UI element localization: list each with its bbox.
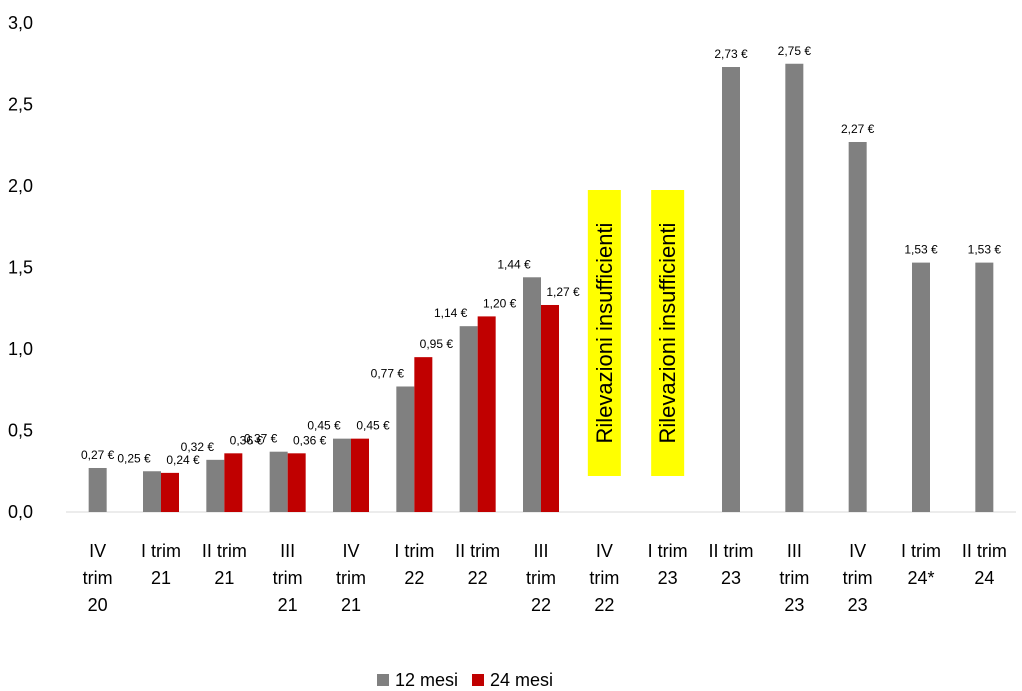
data-label-12-mesi: 2,75 €	[778, 44, 812, 58]
bar-24-mesi	[541, 304, 559, 512]
bar-12-mesi	[785, 63, 804, 512]
bar-12-mesi	[88, 467, 107, 512]
x-tick-label: III trim 22	[526, 541, 556, 615]
bar-12-mesi	[269, 451, 288, 512]
bar-12-mesi	[523, 277, 541, 512]
data-label-24-mesi: 1,20 €	[483, 296, 517, 310]
data-label-12-mesi: 1,14 €	[434, 306, 468, 320]
y-tick-label: 2,0	[8, 176, 33, 196]
x-tick-label: I trim 21	[141, 541, 181, 588]
x-tick-label: II trim 23	[709, 541, 754, 588]
bar-24-mesi	[351, 438, 369, 512]
bar-12-mesi	[333, 438, 351, 512]
legend: 12 mesi 24 mesi	[377, 670, 559, 690]
x-tick-label: I trim 23	[648, 541, 688, 588]
legend-swatch-12-mesi	[377, 674, 389, 686]
x-tick-label: IV trim 21	[336, 541, 366, 615]
bar-12-mesi	[206, 459, 225, 512]
bar-12-mesi	[396, 386, 415, 512]
data-label-12-mesi: 0,25 €	[117, 451, 151, 465]
x-tick-label: IV trim 23	[843, 541, 873, 615]
data-label-12-mesi: 2,73 €	[714, 47, 748, 61]
data-label-12-mesi: 0,32 €	[181, 440, 215, 454]
data-label-24-mesi: 0,36 €	[230, 433, 264, 447]
annotation-label: Rilevazioni insufficienti	[655, 223, 680, 444]
y-tick-label: 1,0	[8, 339, 33, 359]
x-tick-label: I trim 22	[394, 541, 434, 588]
x-tick-label: II trim 21	[202, 541, 247, 588]
data-label-12-mesi: 0,37 €	[244, 432, 278, 446]
y-tick-label: 2,5	[8, 95, 33, 115]
x-tick-label: III trim 23	[779, 541, 809, 615]
y-tick-label: 0,5	[8, 421, 33, 441]
annotations: Rilevazioni insufficienti Rilevazioni ins…	[587, 190, 685, 476]
data-label-12-mesi: 1,44 €	[497, 257, 531, 271]
data-label-24-mesi: 0,45 €	[356, 419, 390, 433]
legend-item-24-mesi: 24 mesi	[472, 670, 553, 691]
bar-12-mesi	[848, 141, 867, 513]
y-tick-label: 3,0	[8, 13, 33, 33]
legend-item-12-mesi: 12 mesi	[377, 670, 458, 691]
data-label-12-mesi: 1,53 €	[904, 243, 938, 257]
annotation-label: Rilevazioni insufficienti	[592, 223, 617, 444]
y-tick-label: 0,0	[8, 502, 33, 522]
x-tick-label: II trim 24	[962, 541, 1007, 588]
x-tick-label: I trim 24*	[901, 541, 941, 588]
annotation-box	[587, 190, 621, 476]
bar-12-mesi	[143, 471, 161, 512]
data-label-24-mesi: 0,36 €	[293, 433, 327, 447]
legend-swatch-24-mesi	[472, 674, 485, 686]
bar-24-mesi	[477, 316, 496, 512]
bar-12-mesi	[459, 326, 478, 512]
legend-label-12-mesi: 12 mesi	[395, 669, 459, 690]
bar-24-mesi	[224, 453, 243, 512]
y-tick-label: 1,5	[8, 258, 33, 278]
data-label-12-mesi: 0,45 €	[307, 419, 341, 433]
x-tick-label: III trim 21	[273, 541, 303, 615]
x-axis: IV trim 20 I trim 21 II trim 21 III trim 21 IV trim…	[83, 541, 1007, 615]
bar-12-mesi	[722, 67, 740, 512]
bar-12-mesi	[975, 262, 994, 512]
annotation-box	[651, 190, 685, 476]
x-tick-label: IV trim 20	[83, 541, 113, 615]
bar-24-mesi	[287, 453, 306, 512]
x-tick-label: II trim 22	[455, 541, 500, 588]
data-label-12-mesi: 1,53 €	[968, 243, 1002, 257]
bar-24-mesi	[414, 357, 433, 512]
bars: 0,27 €0,25 €0,24 €0,32 €0,36 €0,37 €0,36…	[81, 44, 1002, 513]
x-tick-label: IV trim 22	[589, 541, 619, 615]
data-label-12-mesi: 0,27 €	[81, 448, 115, 462]
bar-12-mesi	[912, 262, 930, 512]
legend-label-24-mesi: 24 mesi	[490, 669, 554, 690]
data-label-24-mesi: 0,24 €	[166, 453, 200, 467]
data-label-12-mesi: 2,27 €	[841, 122, 875, 136]
data-label-24-mesi: 0,95 €	[420, 337, 454, 351]
bar-24-mesi	[161, 472, 179, 512]
data-label-24-mesi: 1,27 €	[546, 285, 580, 299]
data-label-12-mesi: 0,77 €	[371, 366, 405, 380]
